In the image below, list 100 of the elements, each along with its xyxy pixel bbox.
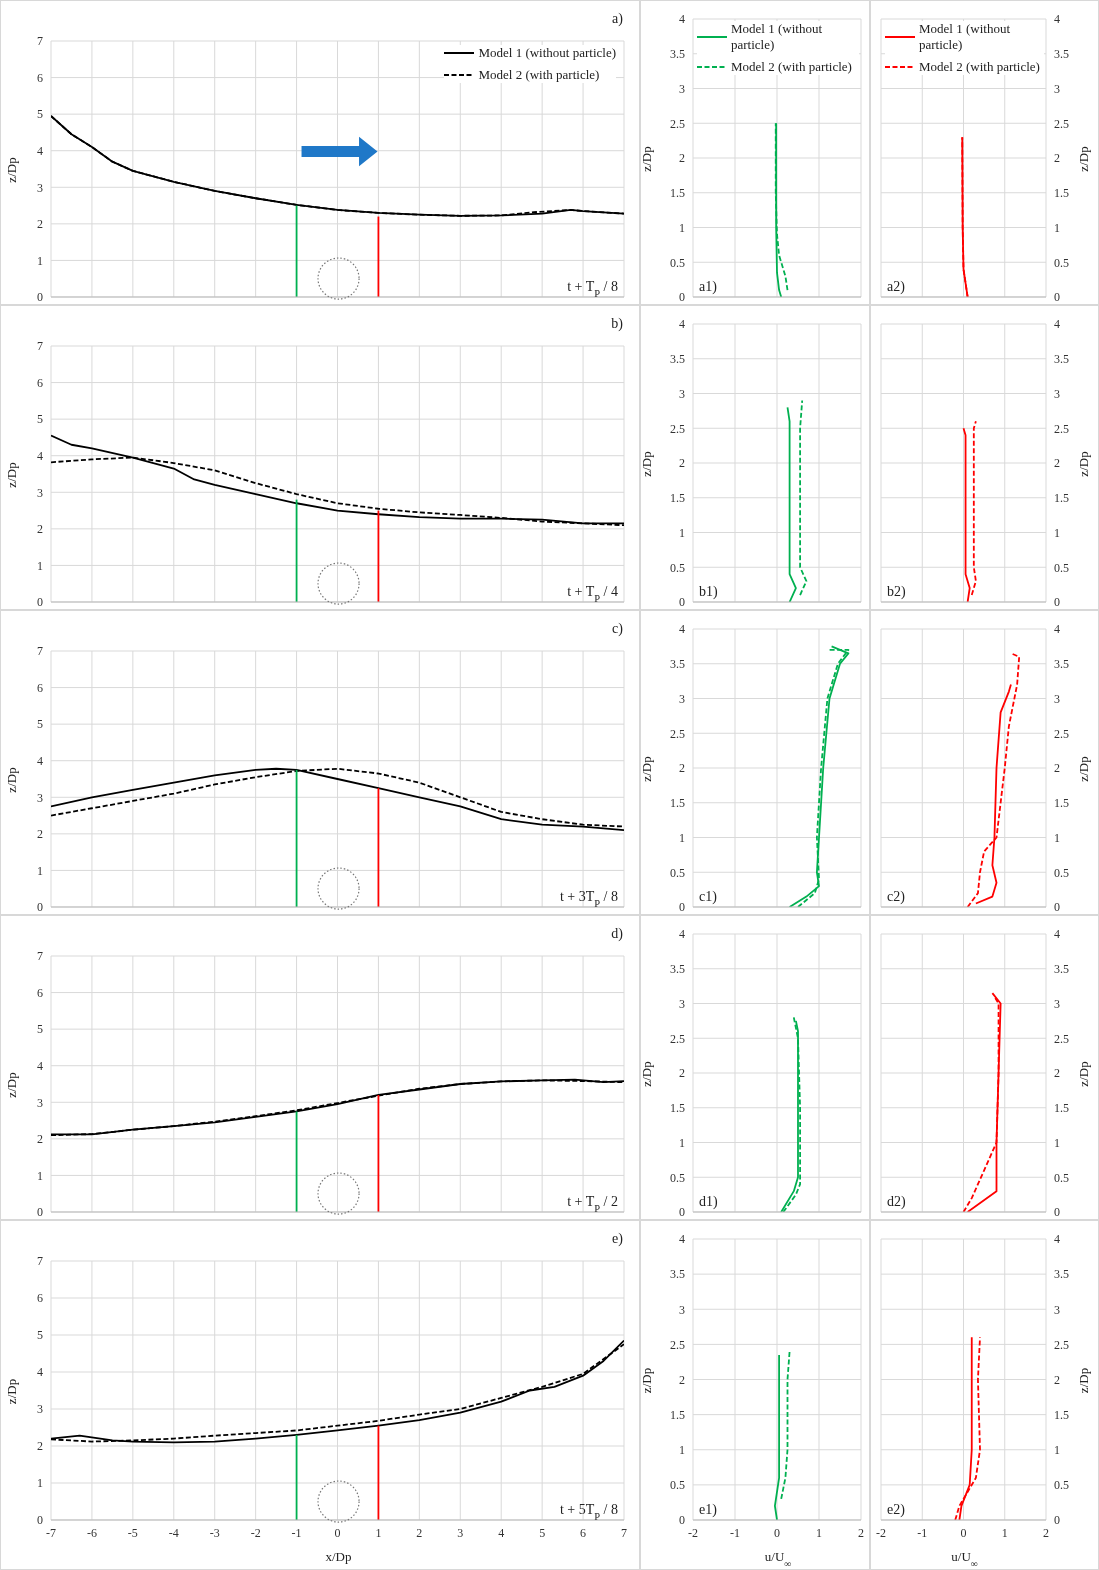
x-axis-title: u/U$_{∞}$: [764, 1549, 792, 1569]
y2-tick-label: 2: [1054, 456, 1060, 471]
x-tick-label: -3: [209, 1525, 220, 1540]
annotation: c2): [887, 889, 906, 905]
y-tick-label: 7: [37, 949, 43, 964]
y-tick-label: 0: [37, 290, 43, 305]
y2-tick-label: 2.5: [1054, 421, 1069, 436]
y-tick-label: 0.5: [670, 865, 685, 880]
y-tick-label: 2.5: [670, 421, 685, 436]
y-tick-label: 2: [37, 1132, 43, 1147]
y2-tick-label: 2.5: [1054, 116, 1069, 131]
y2-tick-label: 3: [1054, 386, 1060, 401]
x-tick-label: 1: [1001, 1525, 1008, 1540]
y-tick-label: 6: [37, 680, 43, 695]
legend-label: Model 1 (without particle): [919, 21, 1011, 53]
y-tick-label: 2.5: [670, 1337, 685, 1352]
text: d): [611, 926, 624, 942]
x-tick-label: 7: [621, 1525, 627, 1540]
y-tick-label: 0: [679, 290, 685, 305]
annotation: d2): [887, 1194, 906, 1210]
y-tick-label: 1: [679, 220, 685, 235]
y2-tick-label: 0: [1054, 595, 1060, 610]
x-tick-label: 2: [416, 1525, 423, 1540]
y2-tick-label: 2: [1054, 151, 1060, 166]
y-axis-title: z/Dp: [4, 157, 19, 183]
y-tick-label: 4: [679, 12, 685, 27]
y-tick-label: 2: [37, 1439, 43, 1454]
x-axis-title: u/U$_{∞}$: [951, 1549, 978, 1569]
text: c): [612, 621, 624, 637]
annotation: e1): [699, 1502, 718, 1518]
y2-tick-label: 2.5: [1054, 1031, 1069, 1046]
x-tick-label: 2: [1043, 1525, 1049, 1540]
line-series: [774, 1354, 780, 1520]
y2-tick-label: 1: [1054, 525, 1060, 540]
y-tick-label: 7: [37, 644, 43, 659]
y-tick-label: 1: [679, 830, 685, 845]
x-tick-label: 0: [960, 1525, 967, 1540]
y-tick-label: 0: [679, 1205, 685, 1220]
y-tick-label: 2.5: [670, 726, 685, 741]
line-series: [954, 1336, 981, 1520]
y2-tick-label: 2: [1054, 1372, 1060, 1387]
x-tick-label: -1: [917, 1525, 928, 1540]
y-tick-label: 0: [679, 900, 685, 915]
y2-tick-label: 2.5: [1054, 726, 1069, 741]
y-tick-label: 4: [679, 622, 685, 637]
x-tick-label: 3: [457, 1525, 464, 1540]
y2-tick-label: 0: [1054, 290, 1060, 305]
y2-tick-label: 2: [1054, 1066, 1060, 1081]
legend-label: Model 2 (with particle): [919, 59, 1040, 75]
annotation: b1): [699, 584, 718, 600]
y-tick-label: 3: [37, 180, 43, 195]
x-tick-label: -4: [168, 1525, 179, 1540]
y-tick-label: 2: [679, 761, 685, 776]
y-axis-title: z/Dp: [639, 1061, 654, 1087]
annotation: e2): [887, 1502, 906, 1518]
text: e): [612, 1231, 624, 1247]
x-tick-label: 1: [375, 1525, 382, 1540]
y-tick-label: 6: [37, 985, 43, 1000]
y-tick-label: 0: [37, 900, 43, 915]
y-tick-label: 4: [679, 927, 685, 942]
y2-tick-label: 0.5: [1054, 560, 1069, 575]
y-axis-title: z/Dp: [639, 146, 654, 172]
x-tick-label: -1: [730, 1525, 740, 1540]
y-tick-label: 0.5: [670, 255, 685, 270]
y-tick-label: 3.5: [670, 962, 685, 977]
x-tick-label: 1: [816, 1525, 822, 1540]
y2-tick-label: 2.5: [1054, 1337, 1069, 1352]
y2-tick-label: 0: [1054, 900, 1060, 915]
x-tick-label: 5: [539, 1525, 546, 1540]
y-tick-label: 3.5: [670, 47, 685, 62]
x-axis-title: x/Dp: [325, 1549, 352, 1564]
y-tick-label: 3.5: [670, 352, 685, 367]
text: b): [611, 316, 624, 332]
legend-label: Model 1 (without particle): [731, 21, 823, 53]
y-tick-label: 5: [37, 412, 43, 427]
y-tick-label: 1.5: [670, 491, 685, 506]
y-tick-label: 3: [37, 790, 43, 805]
y-tick-label: 3: [679, 81, 685, 96]
y-tick-label: 2: [679, 1066, 685, 1081]
line-series: [788, 645, 850, 907]
x-tick-label: -2: [250, 1525, 261, 1540]
annotation: a2): [887, 279, 906, 295]
y2-tick-label: 4: [1054, 927, 1060, 942]
y-tick-label: 1.5: [670, 1407, 685, 1422]
x-tick-label: -6: [86, 1525, 97, 1540]
y-tick-label: 1: [37, 863, 43, 878]
y-axis-title: z/Dp: [639, 756, 654, 782]
y2-tick-label: 0: [1054, 1513, 1060, 1528]
y2-tick-label: 3.5: [1054, 352, 1069, 367]
y2-tick-label: 3.5: [1054, 47, 1069, 62]
y-tick-label: 3: [679, 996, 685, 1011]
y-tick-label: 0: [679, 595, 685, 610]
y2-tick-label: 4: [1054, 317, 1060, 332]
x-tick-label: -1: [291, 1525, 302, 1540]
y2-axis-title: z/Dp: [1076, 451, 1091, 477]
y2-tick-label: 3: [1054, 1302, 1060, 1317]
x-tick-label: 0: [774, 1525, 780, 1540]
x-tick-label: -7: [46, 1525, 56, 1540]
y-tick-label: 4: [37, 1365, 43, 1380]
y2-tick-label: 1: [1054, 1135, 1060, 1150]
